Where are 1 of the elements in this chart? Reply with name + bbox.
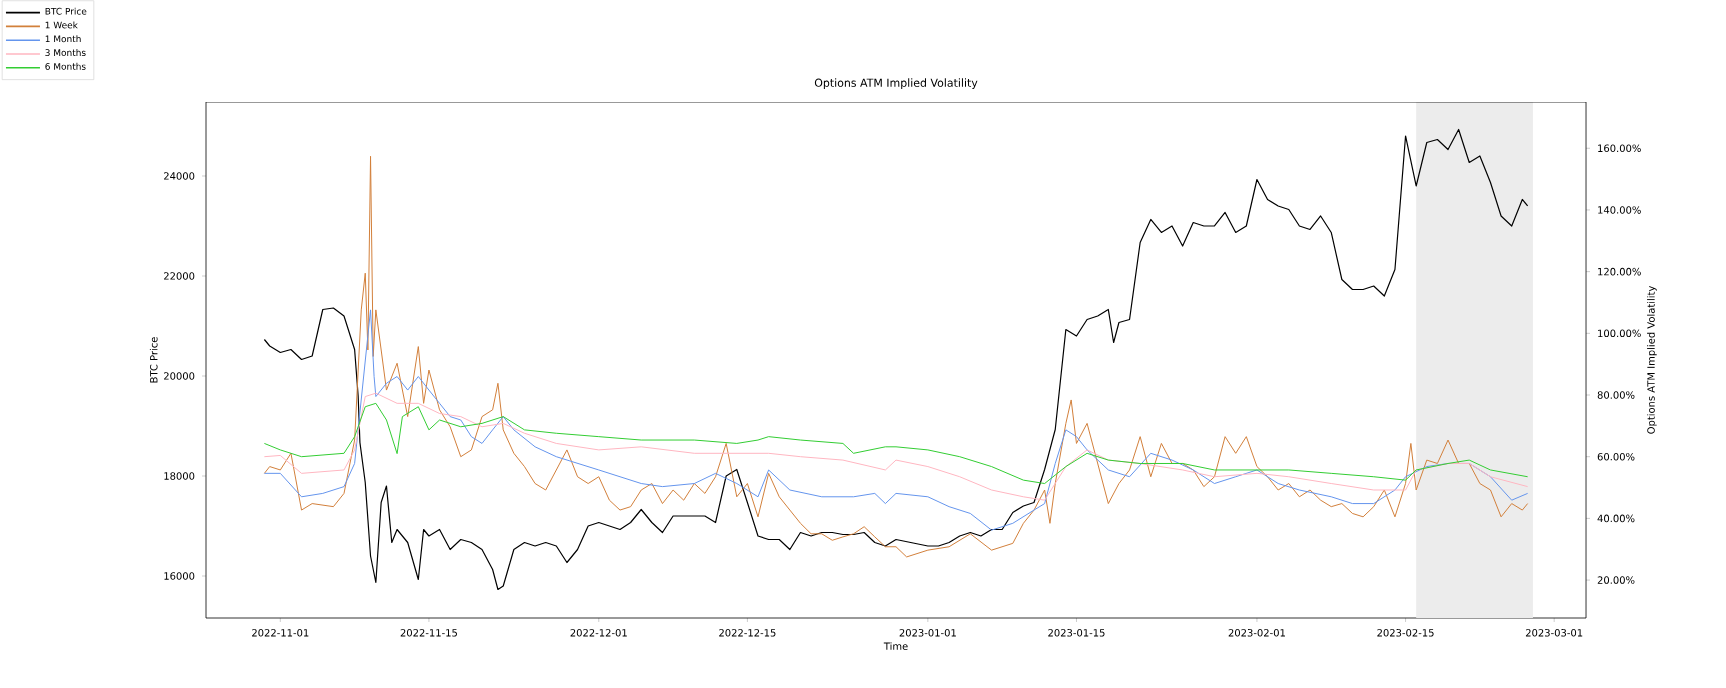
line-series <box>263 309 1529 531</box>
